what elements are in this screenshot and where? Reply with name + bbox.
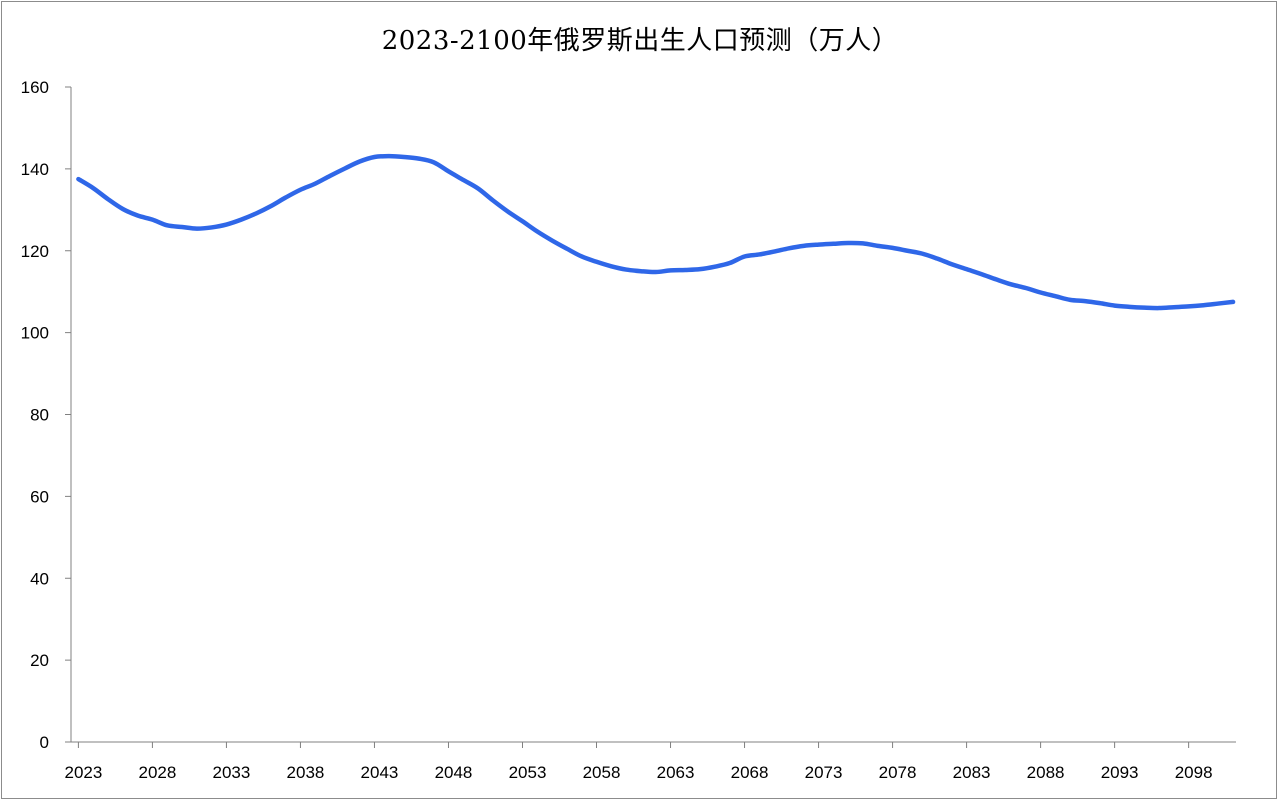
- y-tick-label: 120: [21, 242, 49, 261]
- x-tick-label: 2088: [1027, 763, 1065, 782]
- x-tick-label: 2078: [879, 763, 917, 782]
- y-tick-label: 60: [30, 487, 49, 506]
- x-tick-label: 2043: [361, 763, 399, 782]
- x-tick-label: 2048: [435, 763, 473, 782]
- x-tick-label: 2038: [287, 763, 325, 782]
- y-tick-label: 140: [21, 160, 49, 179]
- x-tick-label: 2068: [731, 763, 769, 782]
- y-tick-label: 100: [21, 324, 49, 343]
- y-tick-label: 160: [21, 78, 49, 97]
- y-tick-label: 40: [30, 569, 49, 588]
- x-tick-label: 2063: [657, 763, 695, 782]
- x-tick-label: 2073: [805, 763, 843, 782]
- x-tick-label: 2093: [1101, 763, 1139, 782]
- x-tick-label: 2058: [583, 763, 621, 782]
- series-layer: [76, 153, 1236, 311]
- y-tick-label: 80: [30, 406, 49, 425]
- x-tick-label: 2023: [64, 763, 102, 782]
- chart-axes: [70, 87, 1236, 743]
- x-tick-label: 2033: [213, 763, 251, 782]
- x-tick-label: 2053: [509, 763, 547, 782]
- y-tick-label: 20: [30, 651, 49, 670]
- chart-title: 2023-2100年俄罗斯出生人口预测（万人）: [381, 26, 899, 56]
- y-axis-ticks: 0 20 40 60 80 100 120 140 160: [21, 78, 71, 752]
- y-tick-label: 0: [40, 733, 49, 752]
- x-tick-label: 2028: [139, 763, 177, 782]
- series-line: [76, 153, 1236, 311]
- x-tick-label: 2098: [1175, 763, 1213, 782]
- x-tick-label: 2083: [953, 763, 991, 782]
- x-axis-ticks: 2023 2028 2033 2038 2043 2048 2053 2058 2063 2068…: [64, 742, 1213, 782]
